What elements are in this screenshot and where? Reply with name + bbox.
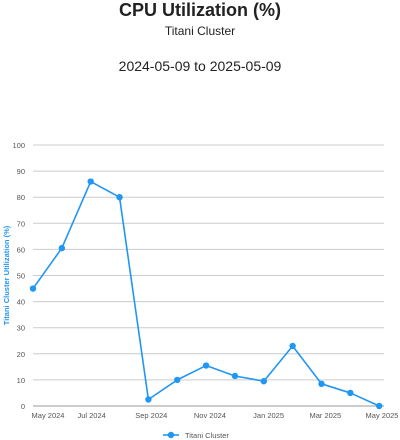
data-point[interactable]	[347, 389, 354, 397]
data-point[interactable]	[174, 376, 181, 384]
grid-lines	[33, 144, 384, 407]
x-tick-label: Mar 2025	[309, 411, 341, 420]
x-tick-label: Nov 2024	[194, 411, 226, 420]
date-range: 2024-05-09 to 2025-05-09	[118, 58, 282, 74]
data-point[interactable]	[116, 194, 123, 201]
x-tick-label: May 2024	[32, 411, 65, 420]
data-point[interactable]	[87, 178, 94, 185]
y-tick-label: 40	[17, 298, 25, 307]
data-point[interactable]	[260, 378, 267, 385]
y-tick-label: 70	[17, 219, 25, 228]
data-point[interactable]	[289, 342, 296, 350]
data-point[interactable]	[145, 396, 152, 403]
y-axis-ticks: 0 10 20 30 40 50 60 70 80 90 100	[12, 141, 25, 411]
x-axis-ticks: May 2024 Jul 2024 Sep 2024 Nov 2024 Jan 2025…	[32, 411, 399, 420]
chart-subtitle: Titani Cluster	[164, 24, 236, 38]
data-point[interactable]	[58, 244, 66, 252]
y-tick-label: 50	[17, 272, 25, 281]
y-axis-label: Titani Cluster Utilization (%)	[2, 225, 11, 325]
y-tick-label: 90	[17, 167, 25, 176]
y-tick-label: 0	[21, 402, 25, 411]
y-tick-label: 30	[17, 324, 25, 333]
y-tick-label: 10	[17, 376, 25, 385]
x-tick-label: Sep 2024	[135, 411, 167, 420]
series-group	[29, 178, 383, 410]
x-tick-label: May 2025	[366, 411, 399, 420]
legend-label: Titani Cluster	[185, 431, 229, 440]
y-tick-label: 20	[17, 350, 25, 359]
data-point[interactable]	[231, 372, 239, 380]
data-point[interactable]	[202, 362, 210, 369]
legend-marker	[167, 431, 175, 439]
legend[interactable]: Titani Cluster	[163, 431, 229, 440]
series-line	[32, 180, 380, 407]
data-point[interactable]	[375, 402, 383, 410]
y-tick-label: 100	[12, 141, 25, 150]
y-tick-label: 80	[17, 193, 25, 202]
x-tick-label: Jan 2025	[253, 411, 284, 420]
chart-title: CPU Utilization (%)	[119, 0, 281, 20]
y-tick-label: 60	[17, 245, 25, 254]
x-tick-label: Jul 2024	[77, 411, 105, 420]
data-point[interactable]	[29, 285, 37, 292]
data-point[interactable]	[318, 380, 325, 388]
